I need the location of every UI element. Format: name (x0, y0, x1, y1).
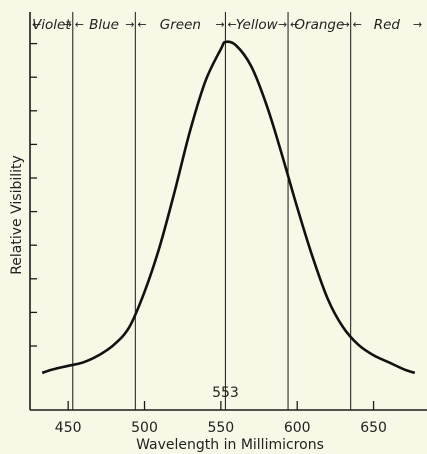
band-label-violet: Violet (32, 17, 71, 33)
x-tick-label-450: 450 (55, 420, 82, 436)
band-arrow-right-2: → (125, 18, 134, 31)
visibility-curve (41, 40, 416, 375)
band-arrow-left-1: ← (32, 18, 41, 31)
peak-label: 553 (212, 385, 239, 401)
band-arrow-right-5: → (341, 18, 350, 31)
band-arrow-right-3: → (215, 18, 224, 31)
x-tick-label-500: 500 (131, 420, 158, 436)
band-arrow-left-4: ← (227, 18, 236, 31)
x-tick-label-600: 600 (284, 420, 311, 436)
color-bands: Violet← → Blue← → Green← → Yellow← → Orange← → Red… (32, 17, 422, 33)
band-arrow-left-5: ← (290, 18, 299, 31)
band-divider-lines (72, 12, 352, 410)
band-label-blue: Blue (89, 17, 119, 33)
x-tick-label-650: 650 (360, 420, 387, 436)
y-axis-label: Relative Visibility (9, 155, 25, 275)
band-arrow-right-4: → (278, 18, 287, 31)
band-arrow-right-1: → (63, 18, 72, 31)
band-label-green: Green (160, 17, 201, 33)
band-label-yellow: Yellow (236, 17, 279, 33)
x-tick-label-550: 550 (207, 420, 234, 436)
band-arrow-left-2: ← (75, 18, 84, 31)
band-arrow-left-3: ← (137, 18, 146, 31)
band-arrow-left-6: ← (353, 18, 362, 31)
band-label-red: Red (374, 17, 401, 33)
y-ticks (30, 42, 37, 347)
band-arrow-right-6: → (413, 18, 422, 31)
x-ticks: 450 500 550 600 650 (55, 401, 387, 436)
x-axis-label: Wavelength in Millimicrons (136, 437, 324, 453)
band-label-orange: Orange (294, 17, 344, 33)
